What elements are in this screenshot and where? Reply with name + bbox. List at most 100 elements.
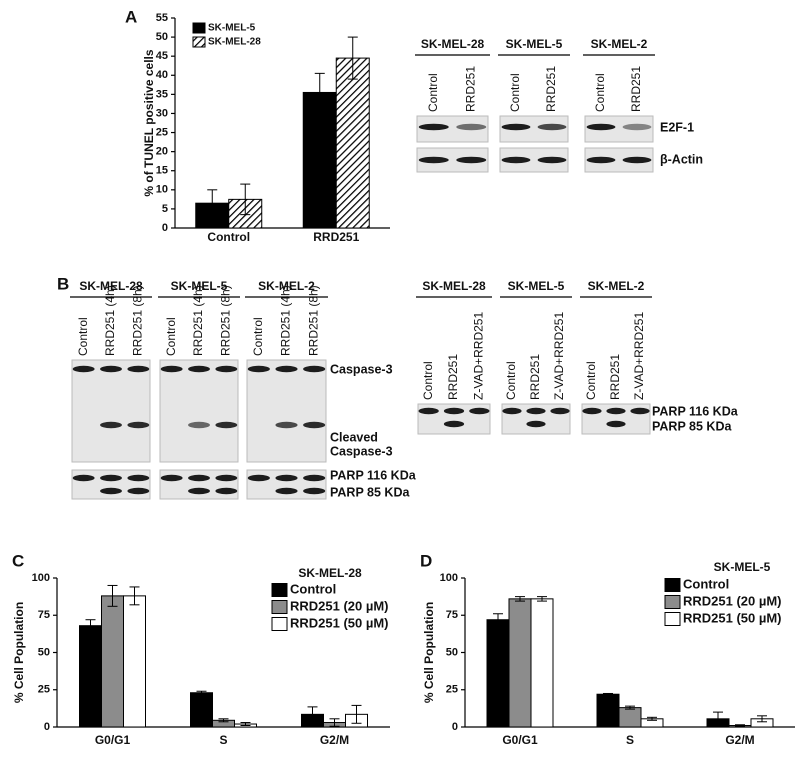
error-bar [603, 692, 613, 696]
lane-label: RRD251 [463, 66, 477, 112]
blot-protein-label: Caspase-3 [330, 362, 393, 376]
lane-label: Control [508, 73, 522, 112]
panel-letter: D [420, 551, 432, 570]
blot-band [275, 421, 298, 429]
bar [618, 707, 642, 728]
blot-membrane [159, 469, 239, 500]
blot-band [586, 123, 616, 131]
blot-band [72, 474, 95, 482]
blot-membrane [246, 359, 327, 463]
error-bar [735, 724, 745, 727]
panel-letter: A [125, 7, 137, 26]
lane-label: Z-VAD+RRD251 [472, 312, 486, 400]
lane-label: Z-VAD+RRD251 [552, 312, 566, 400]
y-tick-label: 25 [38, 684, 50, 696]
blot-protein-label: PARP 85 KDa [330, 485, 410, 499]
blot-band [275, 365, 298, 373]
blot-band [127, 474, 150, 482]
bar [508, 598, 532, 728]
blot-band [100, 487, 122, 495]
y-tick-label: 50 [156, 31, 168, 43]
legend-swatch [664, 612, 681, 626]
bar [302, 91, 337, 229]
blot-band [622, 123, 652, 131]
lane-label: Control [251, 317, 265, 356]
y-tick-label: 55 [156, 12, 168, 24]
legend-label: RRD251 (20 µM) [290, 598, 389, 613]
blot-band [418, 407, 439, 415]
y-axis-label: % of TUNEL positive cells [142, 49, 156, 196]
y-tick-label: 0 [452, 721, 458, 733]
y-tick-label: 100 [32, 572, 50, 584]
legend-swatch [271, 583, 288, 597]
blot-band [501, 156, 531, 164]
lane-label: Control [593, 73, 607, 112]
blot-band [275, 474, 298, 482]
lane-label: RRD251 (8h) [306, 285, 320, 356]
blot-band [188, 474, 210, 482]
blot-band [215, 365, 238, 373]
blot-band [586, 156, 616, 164]
blot-membrane [159, 359, 239, 463]
blot-band [160, 365, 183, 373]
y-tick-label: 100 [440, 572, 458, 584]
x-tick-label: G0/G1 [95, 733, 131, 747]
lane-label: RRD251 (8h) [131, 285, 145, 356]
bar [123, 595, 146, 728]
y-tick-label: 0 [162, 222, 168, 234]
error-bar [196, 690, 207, 695]
legend-swatch [664, 595, 681, 609]
blot-group-label: SK-MEL-28 [79, 279, 143, 293]
chart-subtitle: SK-MEL-5 [714, 560, 771, 574]
y-tick-label: 20 [156, 146, 168, 158]
y-tick-label: 5 [162, 203, 168, 215]
blot-group-label: SK-MEL-5 [506, 37, 563, 51]
blot-band [100, 365, 122, 373]
lane-label: RRD251 [608, 354, 622, 400]
bar [530, 598, 554, 728]
error-bar [218, 718, 229, 723]
blot-protein-label: E2F-1 [660, 120, 694, 134]
blot-membrane [71, 469, 151, 500]
y-tick-label: 40 [156, 69, 168, 81]
legend-label: RRD251 (20 µM) [683, 593, 782, 608]
bar [101, 595, 124, 728]
blot-band [582, 407, 602, 415]
blot-protein-label: PARP 116 KDa [652, 404, 739, 418]
y-tick-label: 50 [446, 646, 458, 658]
panel-letter: B [57, 274, 69, 293]
lane-label: RRD251 [528, 354, 542, 400]
bar [190, 692, 213, 728]
blot-membrane [246, 469, 327, 500]
y-axis-label: % Cell Population [422, 602, 436, 703]
panel-letter: C [12, 551, 24, 570]
x-tick-label: G2/M [320, 733, 349, 747]
blot-band [537, 156, 567, 164]
blot-protein-label: PARP 116 KDa [330, 468, 417, 482]
blot-band [418, 156, 449, 164]
lane-label: Z-VAD+RRD251 [632, 312, 646, 400]
lane-label: RRD251 (4h) [279, 285, 293, 356]
lane-label: Control [421, 361, 435, 400]
error-bar [347, 36, 358, 80]
y-tick-label: 15 [156, 165, 168, 177]
bar [486, 619, 510, 728]
error-bar [240, 722, 251, 727]
error-bar [314, 72, 325, 113]
blot-band [100, 421, 122, 429]
bar [335, 57, 370, 229]
x-tick-label: S [219, 733, 227, 747]
blot-band [550, 407, 570, 415]
blot-protein-label: Caspase-3 [330, 444, 393, 458]
blot-band [247, 365, 270, 373]
blot-band [127, 421, 150, 429]
error-bar [713, 711, 723, 727]
legend-swatch [192, 36, 206, 48]
lane-label: RRD251 [446, 354, 460, 400]
y-tick-label: 75 [446, 609, 458, 621]
lane-label: RRD251 (4h) [191, 285, 205, 356]
blot-membrane [71, 359, 151, 463]
blot-band [526, 407, 546, 415]
y-tick-label: 25 [156, 126, 168, 138]
